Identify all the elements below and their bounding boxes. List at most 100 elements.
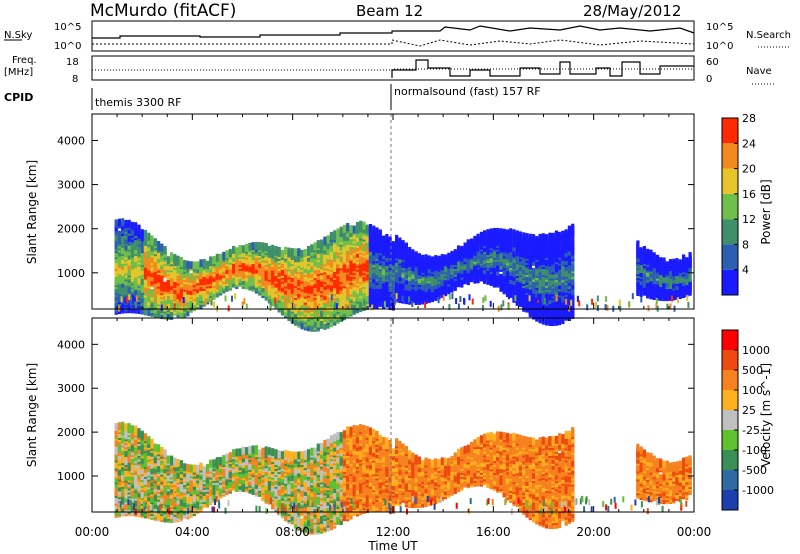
range-gate-cell: [130, 221, 135, 230]
range-gate-cell: [134, 287, 138, 296]
range-gate-cell: [672, 258, 676, 267]
range-gate-cell: [130, 261, 135, 270]
colorbar-tick-label: 4: [742, 264, 749, 277]
range-gate-cell: [274, 245, 278, 254]
range-gate-cell: [499, 273, 503, 282]
range-gate-cell: [591, 298, 594, 305]
colorbar-frame: [721, 117, 739, 296]
range-gate-cell: [320, 255, 324, 264]
range-gate-cell: [117, 230, 121, 239]
range-gate-cell: [205, 260, 210, 269]
range-gate-cell: [437, 255, 441, 264]
range-gate-cell: [551, 232, 555, 241]
range-gate-cell: [671, 295, 673, 302]
range-gate-cell: [329, 231, 333, 240]
range-gate-cell: [618, 299, 621, 306]
range-gate-cell: [160, 304, 163, 311]
range-gate-cell: [675, 258, 679, 267]
range-gate-cell: [143, 433, 148, 442]
range-gate-cell: [284, 294, 288, 303]
cpid-right-mode: normalsound (fast) 157 RF: [394, 85, 541, 98]
range-gate-cell: [134, 425, 138, 434]
range-gate-cell: [157, 241, 161, 249]
range-gate-cell: [639, 288, 643, 297]
range-gate-cell: [135, 295, 138, 302]
range-gate-cell: [179, 497, 183, 506]
range-gate-cell: [665, 261, 669, 270]
range-gate-cell: [639, 247, 643, 256]
range-gate-cell: [359, 238, 363, 247]
range-gate-cell: [245, 243, 249, 252]
range-gate-cell: [352, 289, 356, 297]
range-gate-cell: [437, 297, 440, 304]
range-gate-cell: [130, 462, 135, 471]
range-gate-cell: [238, 245, 242, 253]
range-gate-cell: [476, 233, 480, 242]
freq-unit: [MHz]: [4, 67, 33, 78]
range-gate-cell: [258, 242, 262, 250]
range-gate-cell: [228, 248, 232, 257]
range-gate-cell: [241, 301, 244, 308]
range-gate-cell: [349, 247, 353, 255]
range-gate-cell: [251, 242, 255, 251]
range-gate-cell: [371, 304, 374, 311]
range-gate-cell: [157, 444, 161, 453]
range-gate-cell: [287, 247, 291, 256]
range-gate-cell: [536, 294, 539, 301]
range-gate-cell: [525, 233, 529, 242]
range-gate-cell: [187, 302, 189, 309]
range-gate-cell: [387, 301, 390, 308]
range-gate-cell: [459, 296, 462, 303]
range-gate-cell: [669, 303, 672, 310]
range-gate-cell: [336, 280, 340, 289]
range-gate-cell: [586, 304, 589, 311]
range-gate-cell: [385, 234, 389, 242]
range-gate-cell: [430, 256, 435, 265]
beam-label: Beam 12: [356, 2, 423, 20]
range-gate-cell: [545, 293, 549, 302]
range-gate-cell: [285, 301, 287, 308]
range-gate-cell: [448, 304, 451, 311]
range-gate-cell: [232, 245, 236, 254]
range-gate-cell: [483, 230, 487, 239]
range-gate-cell: [153, 443, 157, 452]
range-gate-cell: [114, 277, 118, 285]
range-gate-cell: [297, 248, 301, 257]
range-gate-cell: [512, 229, 516, 238]
range-gate-cell: [153, 238, 157, 247]
range-gate-cell: [241, 245, 245, 254]
range-gate-cell: [417, 253, 421, 262]
range-gate-cell: [375, 227, 379, 236]
range-gate-cell: [147, 250, 151, 259]
range-gate-cell: [280, 249, 285, 258]
range-gate-cell: [408, 247, 412, 255]
range-gate-cell: [227, 305, 230, 312]
range-gate-cell: [525, 274, 529, 283]
range-gate-cell: [500, 304, 503, 311]
range-gate-cell: [505, 229, 510, 238]
colorbar-tick-label: 8: [742, 238, 749, 251]
range-gate-cell: [507, 293, 510, 300]
range-gate-cell: [570, 299, 573, 306]
range-gate-cell: [243, 298, 246, 305]
range-gate-cell: [166, 296, 169, 302]
range-gate-cell: [355, 222, 360, 230]
range-gate-cell: [636, 240, 640, 249]
range-gate-cell: [368, 224, 373, 232]
range-gate-cell: [313, 300, 317, 308]
range-gate-cell: [378, 229, 382, 238]
range-gate-cell: [349, 286, 353, 295]
range-gate-cell: [541, 233, 545, 242]
range-gate-cell: [178, 295, 181, 302]
range-gate-cell: [329, 297, 333, 306]
range-gate-cell: [655, 254, 660, 263]
range-gate-cell: [130, 488, 135, 497]
range-gate-cell: [451, 293, 454, 300]
range-gate-cell: [215, 253, 219, 262]
range-gate-cell: [121, 455, 125, 464]
range-gate-cell: [173, 254, 177, 263]
range-gate-cell: [346, 308, 350, 317]
cpid-label: CPID: [4, 91, 33, 104]
range-gate-cell: [192, 261, 196, 270]
